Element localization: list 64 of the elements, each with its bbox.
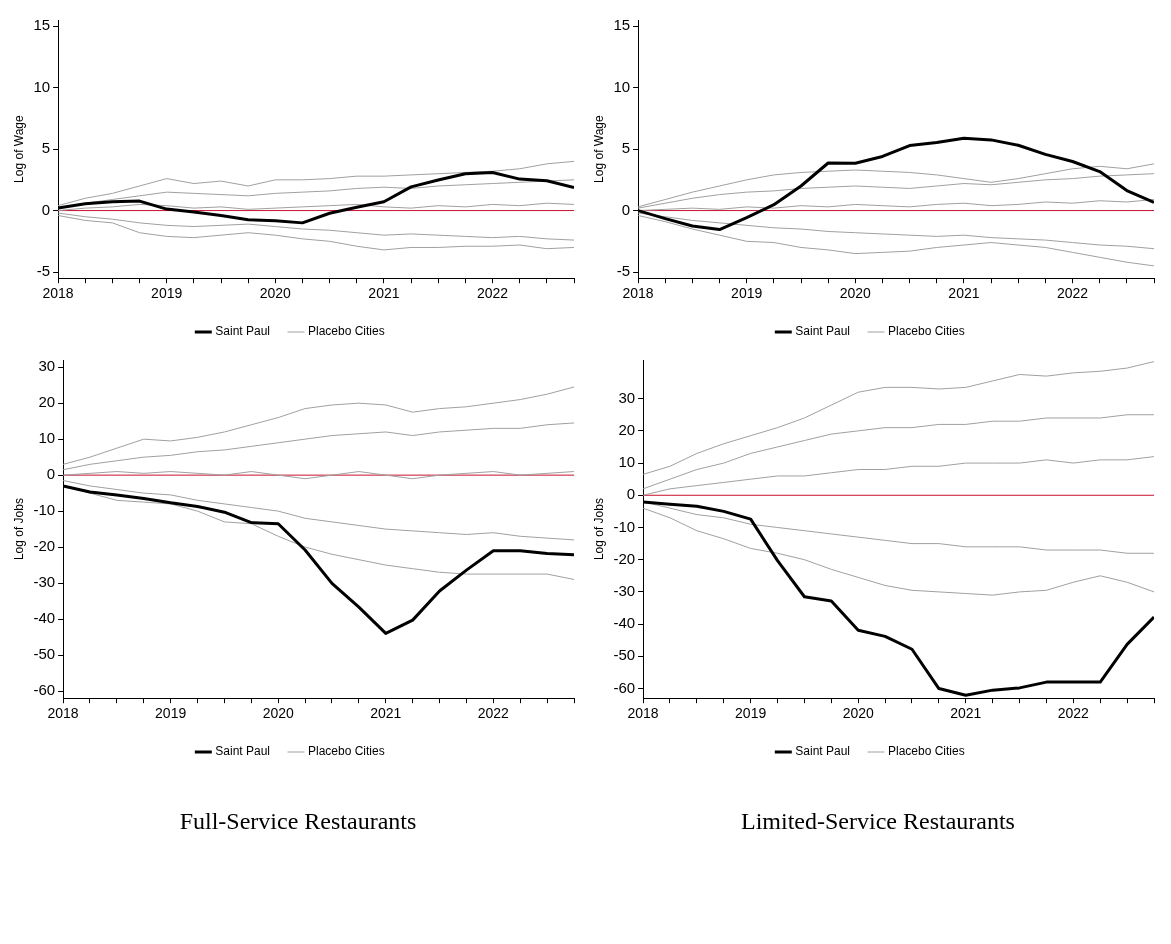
y-tick-label: -40 bbox=[613, 614, 636, 632]
y-tick-label: -50 bbox=[33, 645, 56, 663]
x-tick-label: 2020 bbox=[259, 285, 292, 302]
legend-label: Placebo Cities bbox=[308, 324, 385, 339]
x-tick-label: 2021 bbox=[368, 285, 400, 302]
y-tick-label: -30 bbox=[613, 582, 636, 600]
x-tick-label: 2019 bbox=[731, 285, 763, 302]
legend-label: Saint Paul bbox=[795, 744, 850, 759]
y-tick-label: -10 bbox=[613, 517, 636, 535]
y-axis-title: Log of Wage bbox=[11, 114, 26, 183]
x-tick-label: 2019 bbox=[155, 705, 187, 722]
y-tick-label: -5 bbox=[616, 262, 631, 280]
x-tick-label: 2021 bbox=[948, 285, 980, 302]
x-tick-label: 2018 bbox=[42, 285, 74, 302]
x-tick-label: 2020 bbox=[839, 285, 872, 302]
y-tick-label: 10 bbox=[38, 429, 56, 447]
legend-label: Saint Paul bbox=[215, 744, 270, 759]
text: Limited-Service Restaurants bbox=[741, 808, 1015, 835]
text: Full-Service Restaurants bbox=[179, 808, 417, 835]
y-tick-label: 15 bbox=[613, 16, 631, 34]
y-tick-label: 10 bbox=[618, 453, 636, 471]
x-tick-label: 2019 bbox=[151, 285, 183, 302]
y-tick-label: -20 bbox=[613, 549, 636, 567]
y-tick-label: 20 bbox=[618, 421, 636, 438]
y-tick-label: 30 bbox=[618, 388, 636, 406]
y-tick-label: 5 bbox=[41, 139, 51, 157]
x-tick-label: 2020 bbox=[262, 705, 294, 722]
x-tick-label: 2018 bbox=[47, 705, 79, 722]
y-tick-label: -50 bbox=[613, 646, 636, 664]
y-tick-label: 0 bbox=[41, 200, 51, 218]
x-tick-label: 2019 bbox=[735, 705, 767, 722]
x-tick-label: 2022 bbox=[477, 705, 510, 722]
y-axis-title: Log of Jobs bbox=[591, 498, 606, 561]
y-tick-label: -5 bbox=[36, 262, 51, 280]
legend-label: Placebo Cities bbox=[888, 744, 965, 759]
legend-label: Placebo Cities bbox=[888, 324, 965, 339]
x-tick-label: 2022 bbox=[1057, 705, 1090, 722]
y-tick-label: -30 bbox=[33, 573, 56, 591]
legend-label: Placebo Cities bbox=[308, 744, 385, 759]
y-tick-label: 0 bbox=[626, 485, 636, 503]
y-tick-label: 10 bbox=[33, 77, 51, 95]
y-tick-label: -60 bbox=[33, 681, 56, 699]
y-axis-title: Log of Wage bbox=[591, 114, 606, 183]
y-tick-label: 30 bbox=[38, 357, 56, 375]
x-tick-label: 2022 bbox=[476, 285, 509, 302]
x-tick-label: 2018 bbox=[622, 285, 654, 302]
x-tick-label: 2021 bbox=[950, 705, 982, 722]
y-tick-label: 20 bbox=[38, 393, 56, 411]
y-tick-label: 0 bbox=[46, 465, 56, 483]
x-tick-label: 2018 bbox=[627, 705, 659, 722]
y-axis-title: Log of Jobs bbox=[11, 498, 26, 561]
y-tick-label: -10 bbox=[33, 501, 56, 519]
x-tick-label: 2022 bbox=[1056, 285, 1089, 302]
y-tick-label: -40 bbox=[33, 609, 56, 627]
x-tick-label: 2021 bbox=[370, 705, 402, 722]
legend-label: Saint Paul bbox=[215, 324, 270, 339]
legend-label: Saint Paul bbox=[795, 324, 850, 339]
y-tick-label: 15 bbox=[33, 16, 51, 34]
y-tick-label: 5 bbox=[621, 139, 631, 157]
y-tick-label: 0 bbox=[621, 200, 631, 218]
y-tick-label: -60 bbox=[613, 678, 636, 696]
y-tick-label: -20 bbox=[33, 537, 56, 555]
x-tick-label: 2020 bbox=[842, 705, 874, 722]
y-tick-label: 10 bbox=[613, 77, 631, 95]
